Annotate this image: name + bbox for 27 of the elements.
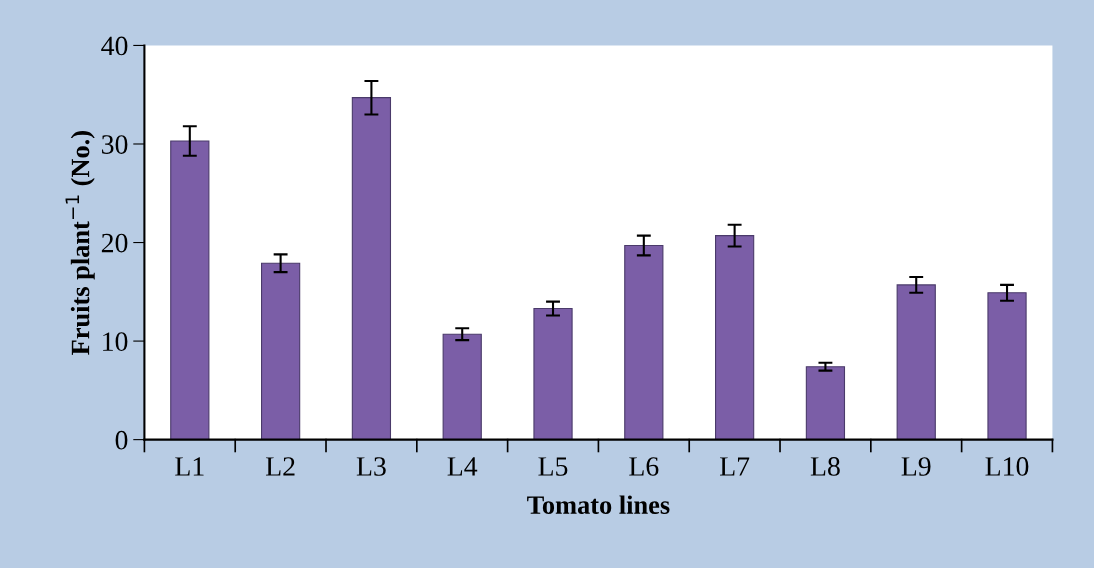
x-tick-label: L8 [810, 457, 840, 476]
bar [624, 244, 664, 440]
bar [896, 284, 936, 440]
x-tick-label: L9 [901, 457, 931, 476]
bar [170, 140, 210, 440]
bar [987, 292, 1027, 440]
y-tick-label: 40 [101, 36, 128, 56]
x-tick-label: L1 [175, 457, 204, 476]
bar [260, 262, 301, 440]
bar [442, 333, 482, 440]
bar [805, 366, 846, 440]
bar [533, 308, 573, 440]
x-axis-title: Tomato lines [527, 495, 670, 514]
x-tick-label: L2 [265, 457, 295, 476]
x-tick-label: L5 [538, 457, 568, 476]
y-axis-title: Fruits plant$^{−1}$ (No.) [65, 131, 95, 355]
x-tick-label: L7 [719, 457, 750, 476]
bar [714, 235, 755, 440]
y-tick-label: 30 [101, 135, 128, 154]
x-tick-label: L4 [447, 457, 478, 476]
y-tick-label: 10 [103, 332, 128, 351]
y-tick-label: 0 [115, 430, 128, 450]
x-tick-label: L10 [985, 457, 1029, 476]
x-tick-label: L6 [629, 457, 659, 476]
y-tick-label: 20 [101, 233, 128, 253]
bar [351, 97, 392, 440]
x-tick-label: L3 [356, 457, 386, 476]
